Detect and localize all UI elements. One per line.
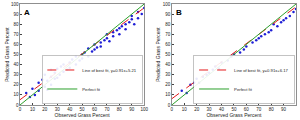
svg-text:Perfect fit: Perfect fit	[234, 87, 253, 92]
svg-text:Observed Grass Percent: Observed Grass Percent	[55, 112, 111, 118]
svg-text:60: 60	[92, 107, 98, 112]
svg-text:70: 70	[165, 32, 171, 37]
svg-text:70: 70	[13, 32, 19, 37]
svg-text:Perfect fit: Perfect fit	[82, 87, 101, 92]
svg-text:Predicted Grass Percent: Predicted Grass Percent	[155, 27, 161, 82]
svg-text:30: 30	[165, 72, 171, 77]
svg-text:10: 10	[182, 107, 188, 112]
svg-text:10: 10	[13, 92, 19, 97]
svg-text:20: 20	[42, 107, 48, 112]
svg-text:60: 60	[244, 107, 250, 112]
svg-text:B: B	[176, 8, 182, 17]
svg-text:70: 70	[256, 107, 262, 112]
svg-text:0: 0	[168, 103, 171, 108]
svg-text:40: 40	[67, 107, 73, 112]
svg-text:50: 50	[165, 52, 171, 57]
svg-text:Predicted Grass Percent: Predicted Grass Percent	[4, 27, 10, 82]
svg-text:90: 90	[13, 12, 19, 17]
svg-text:A: A	[24, 8, 30, 17]
svg-text:50: 50	[231, 107, 237, 112]
svg-text:Line of best fit, y=0.91x+6.17: Line of best fit, y=0.91x+6.17	[234, 68, 288, 73]
svg-text:80: 80	[269, 107, 275, 112]
svg-text:40: 40	[165, 62, 171, 67]
svg-text:0: 0	[16, 103, 19, 108]
svg-text:90: 90	[281, 107, 287, 112]
svg-text:30: 30	[55, 107, 61, 112]
svg-text:100: 100	[140, 107, 148, 112]
svg-text:90: 90	[129, 107, 135, 112]
svg-text:50: 50	[13, 52, 19, 57]
svg-text:70: 70	[104, 107, 110, 112]
svg-text:90: 90	[165, 12, 171, 17]
svg-text:80: 80	[165, 22, 171, 27]
svg-text:40: 40	[13, 62, 19, 67]
svg-text:80: 80	[117, 107, 123, 112]
svg-text:20: 20	[13, 82, 19, 87]
svg-text:30: 30	[207, 107, 213, 112]
svg-text:Observed Grass Percent: Observed Grass Percent	[206, 112, 262, 118]
svg-text:30: 30	[13, 72, 19, 77]
svg-text:20: 20	[165, 82, 171, 87]
svg-text:Line of best fit, y=0.91x+5.21: Line of best fit, y=0.91x+5.21	[82, 68, 136, 73]
svg-text:0: 0	[171, 107, 174, 112]
svg-text:40: 40	[219, 107, 225, 112]
svg-text:100: 100	[163, 2, 171, 7]
svg-text:10: 10	[30, 107, 36, 112]
svg-text:80: 80	[13, 22, 19, 27]
svg-text:10: 10	[165, 92, 171, 97]
svg-text:60: 60	[13, 42, 19, 47]
svg-text:20: 20	[194, 107, 200, 112]
svg-text:60: 60	[165, 42, 171, 47]
svg-text:50: 50	[80, 107, 86, 112]
svg-text:0: 0	[19, 107, 22, 112]
svg-text:100: 100	[11, 2, 19, 7]
